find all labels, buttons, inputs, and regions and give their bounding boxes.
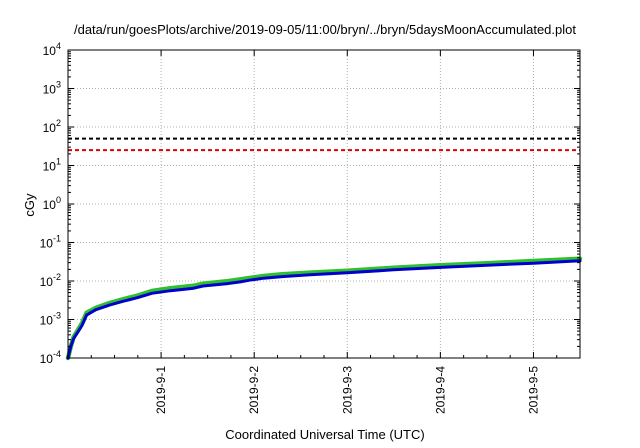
x-axis-label: Coordinated Universal Time (UTC) xyxy=(225,427,424,442)
x-tick-label: 2019-9-1 xyxy=(154,366,168,414)
threshold-lines xyxy=(68,137,580,152)
x-tick-label: 2019-9-4 xyxy=(433,366,447,414)
y-tick-label: 10-2 xyxy=(40,272,61,289)
y-tick-exponent: 4 xyxy=(56,41,61,51)
y-tick-label: 104 xyxy=(43,41,61,58)
y-tick-exponent: -1 xyxy=(53,234,61,244)
y-tick-label: 102 xyxy=(43,118,61,135)
x-tick-label: 2019-9-5 xyxy=(526,366,540,414)
y-tick-label: 103 xyxy=(43,80,61,97)
y-axis-label: cGy xyxy=(22,193,37,217)
y-tick-exponent: -4 xyxy=(53,349,61,359)
y-tick-base: 10 xyxy=(40,352,54,366)
y-tick-base: 10 xyxy=(40,237,54,251)
y-tick-base: 10 xyxy=(43,198,57,212)
y-tick-label: 10-1 xyxy=(40,234,61,251)
y-tick-base: 10 xyxy=(43,121,57,135)
y-tick-exponent: 1 xyxy=(56,157,61,167)
chart-title: /data/run/goesPlots/archive/2019-09-05/1… xyxy=(74,22,576,37)
grid xyxy=(68,50,580,358)
y-tick-exponent: -3 xyxy=(53,311,61,321)
y-tick-base: 10 xyxy=(43,160,57,174)
x-tick-label: 2019-9-3 xyxy=(340,366,354,414)
y-tick-base: 10 xyxy=(40,314,54,328)
y-tick-label: 100 xyxy=(43,195,61,212)
y-tick-base: 10 xyxy=(40,275,54,289)
x-tick-label: 2019-9-2 xyxy=(247,366,261,414)
y-tick-exponent: -2 xyxy=(53,272,61,282)
y-tick-exponent: 0 xyxy=(56,195,61,205)
y-tick-base: 10 xyxy=(43,83,57,97)
y-tick-label: 10-4 xyxy=(40,349,61,366)
y-tick-exponent: 2 xyxy=(56,118,61,128)
y-tick-label: 10-3 xyxy=(40,311,61,328)
y-tick-exponent: 3 xyxy=(56,80,61,90)
series-layer xyxy=(65,256,583,361)
x-axis-ticks: 2019-9-1 2019-9-2 2019-9-3 2019-9-4 2019-9-5 xyxy=(90,50,558,414)
y-tick-base: 10 xyxy=(43,44,57,58)
series-line-2 xyxy=(66,259,582,360)
y-tick-label: 101 xyxy=(43,157,61,174)
